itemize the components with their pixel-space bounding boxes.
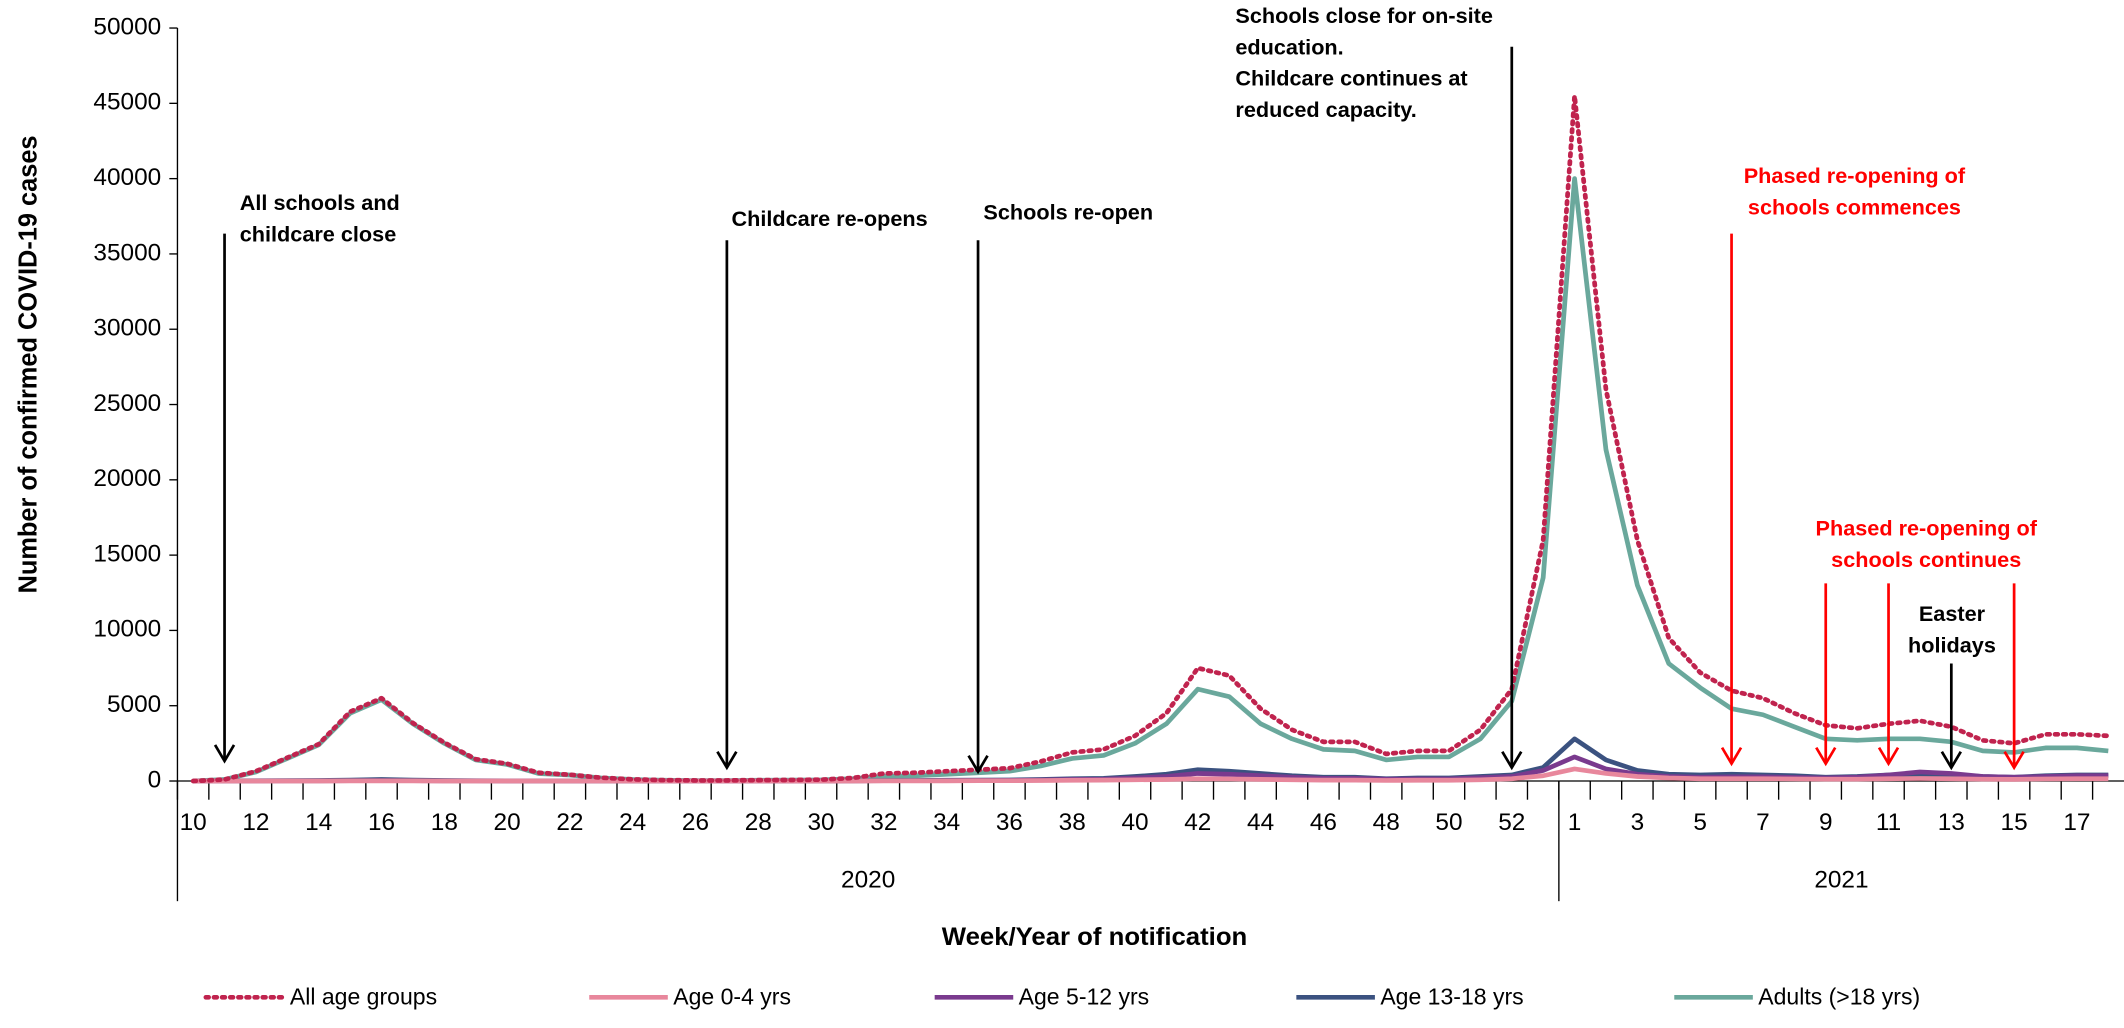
x-tick-label: 34 bbox=[933, 809, 960, 836]
x-tick-label: 12 bbox=[242, 809, 269, 836]
x-tick-label: 9 bbox=[1819, 809, 1833, 836]
x-tick-label: 20 bbox=[494, 809, 521, 836]
x-tick-label: 15 bbox=[2001, 809, 2028, 836]
x-tick-label: 46 bbox=[1310, 809, 1337, 836]
legend-label: Age 13-18 yrs bbox=[1380, 984, 1523, 1010]
annotation-text: Childcare re-opens bbox=[731, 207, 927, 231]
x-tick-label: 42 bbox=[1184, 809, 1211, 836]
annotation-text: Childcare continues at bbox=[1235, 67, 1467, 91]
annotation-text: childcare close bbox=[240, 222, 397, 246]
arrow-head bbox=[2003, 750, 2025, 771]
annotation-text: Schools close for on-site bbox=[1235, 4, 1493, 28]
x-tick-label: 28 bbox=[745, 809, 772, 836]
y-tick-label: 20000 bbox=[93, 465, 161, 492]
x-tick-label: 11 bbox=[1876, 809, 1901, 836]
x-tick-label: 16 bbox=[368, 809, 395, 836]
x-tick-label: 50 bbox=[1435, 809, 1462, 836]
group-label: 2021 bbox=[1814, 867, 1868, 894]
x-tick-label: 14 bbox=[305, 809, 332, 836]
y-tick-label: 30000 bbox=[93, 315, 161, 342]
arrow-head bbox=[1877, 746, 1900, 767]
annotation-text: schools continues bbox=[1831, 548, 2021, 572]
legend-label: Age 5-12 yrs bbox=[1019, 984, 1150, 1010]
y-tick-label: 35000 bbox=[93, 239, 161, 266]
x-tick-label: 13 bbox=[1938, 809, 1965, 836]
arrow-head bbox=[716, 750, 738, 771]
group-label: 2020 bbox=[841, 867, 895, 894]
y-tick-label: 10000 bbox=[93, 616, 161, 643]
x-axis-title: Week/Year of notification bbox=[942, 923, 1248, 951]
arrow-head bbox=[1501, 750, 1523, 771]
x-tick-label: 40 bbox=[1121, 809, 1148, 836]
annotation-text: schools commences bbox=[1748, 196, 1961, 220]
x-tick-label: 52 bbox=[1498, 809, 1525, 836]
x-tick-label: 36 bbox=[996, 809, 1023, 836]
series-line bbox=[193, 766, 2109, 784]
x-tick-label: 24 bbox=[619, 809, 646, 836]
x-tick-label: 48 bbox=[1373, 809, 1400, 836]
annotation-text: Phased re-opening of bbox=[1816, 517, 2038, 541]
arrow-head bbox=[967, 754, 989, 775]
annotation-text: Easter bbox=[1919, 602, 1986, 626]
x-tick-label: 5 bbox=[1693, 809, 1707, 836]
y-tick-label: 5000 bbox=[107, 691, 161, 718]
y-tick-label: 40000 bbox=[93, 164, 161, 191]
x-tick-label: 18 bbox=[431, 809, 458, 836]
arrow-head bbox=[1940, 750, 1962, 771]
y-axis-title: Number of confirmed COVID-19 cases bbox=[14, 135, 42, 593]
x-tick-label: 7 bbox=[1756, 809, 1770, 836]
annotation-text: Schools re-open bbox=[983, 200, 1153, 224]
x-tick-label: 17 bbox=[2063, 809, 2090, 836]
x-tick-label: 22 bbox=[556, 809, 583, 836]
x-tick-label: 32 bbox=[870, 809, 897, 836]
arrow-head bbox=[1815, 746, 1837, 767]
y-tick-label: 15000 bbox=[93, 541, 161, 568]
annotation-text: Phased re-opening of bbox=[1744, 164, 1966, 188]
y-tick-label: 50000 bbox=[93, 14, 161, 41]
arrow-head bbox=[213, 744, 236, 764]
x-tick-label: 44 bbox=[1247, 809, 1274, 836]
y-tick-label: 0 bbox=[148, 767, 162, 794]
y-tick-label: 25000 bbox=[93, 390, 161, 417]
series-line bbox=[190, 93, 2111, 784]
x-tick-label: 10 bbox=[180, 809, 207, 836]
x-tick-label: 26 bbox=[682, 809, 709, 836]
series-line bbox=[193, 176, 2109, 784]
legend-label: Age 0-4 yrs bbox=[673, 984, 791, 1010]
annotation-text: holidays bbox=[1908, 634, 1996, 658]
legend-label: All age groups bbox=[290, 984, 437, 1010]
x-tick-label: 30 bbox=[808, 809, 835, 836]
legend-label: Adults (>18 yrs) bbox=[1758, 984, 1920, 1010]
x-tick-label: 38 bbox=[1059, 809, 1086, 836]
annotation-text: education. bbox=[1235, 36, 1343, 60]
x-tick-label: 1 bbox=[1568, 809, 1582, 836]
y-tick-label: 45000 bbox=[93, 89, 161, 116]
annotation-text: reduced capacity. bbox=[1235, 98, 1416, 122]
x-tick-label: 3 bbox=[1631, 809, 1645, 836]
arrow-head bbox=[1720, 746, 1743, 767]
annotation-text: All schools and bbox=[240, 191, 400, 215]
